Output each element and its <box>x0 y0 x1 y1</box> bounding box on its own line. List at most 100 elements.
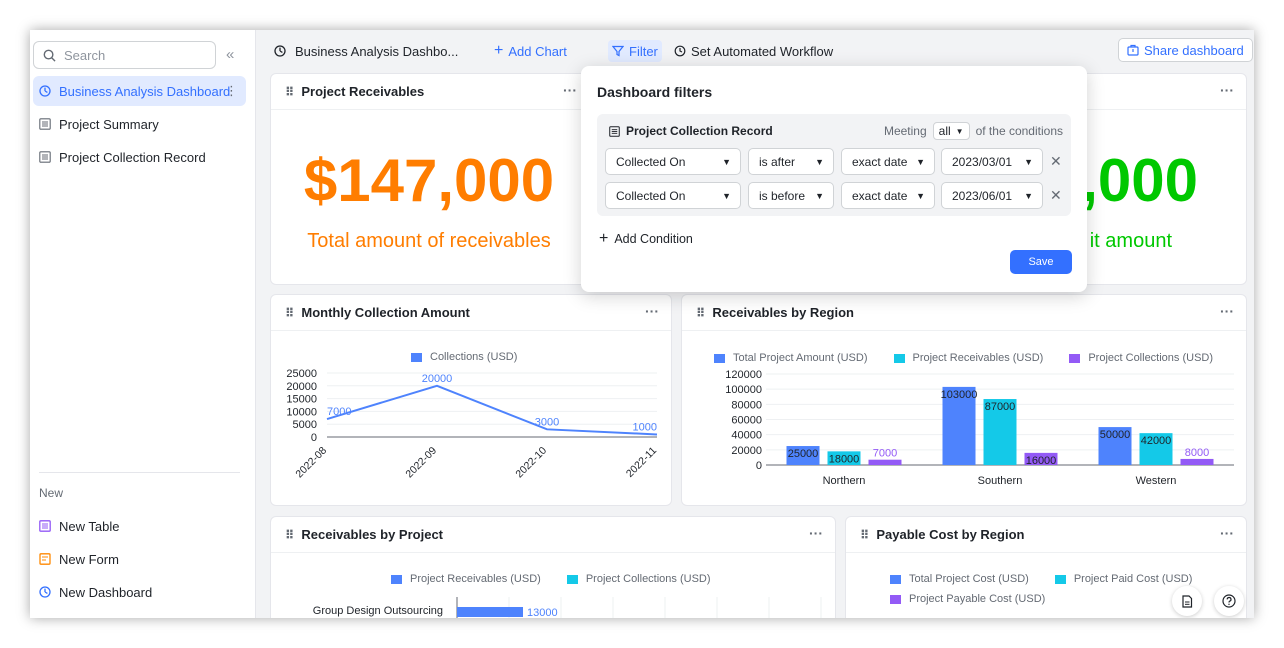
table-icon <box>609 125 620 137</box>
chevron-down-icon: ▼ <box>1024 190 1033 201</box>
card-header: ⠿ Payable Cost by Region <box>846 517 1246 553</box>
receivables-by-region-card[interactable]: ⠿ Receivables by Region ··· Total Projec… <box>681 294 1247 506</box>
more-options-icon[interactable]: ··· <box>1220 525 1234 541</box>
legend-item[interactable]: Project Payable Cost (USD) <box>890 593 1045 605</box>
collapse-sidebar-icon[interactable]: « <box>226 46 235 63</box>
new-dashboard-button[interactable]: New Dashboard <box>33 577 246 607</box>
add-chart-button[interactable]: + Add Chart <box>494 40 567 62</box>
legend-item[interactable]: Total Project Amount (USD) <box>714 352 868 364</box>
divider <box>39 472 240 473</box>
drag-handle-icon[interactable]: ⠿ <box>285 84 294 99</box>
more-options-icon[interactable]: ··· <box>563 82 577 98</box>
new-table-button[interactable]: New Table <box>33 511 246 541</box>
bar <box>1098 427 1132 465</box>
legend-item[interactable]: Project Receivables (USD) <box>391 573 541 585</box>
card-header: ⠿ Project Receivables <box>271 74 671 110</box>
add-chart-label: Add Chart <box>508 43 567 59</box>
app-window: Search « Business Analysis Dashboard ⋮ P… <box>30 30 1254 618</box>
legend-label: Project Collections (USD) <box>1088 352 1214 364</box>
document-icon[interactable] <box>1172 586 1202 616</box>
legend-swatch <box>890 574 901 584</box>
more-options-icon[interactable]: ··· <box>809 525 823 541</box>
filter-conditions-box: Project Collection Record Meeting all ▼ o… <box>597 114 1071 216</box>
legend-label: Project Paid Cost (USD) <box>1073 573 1193 585</box>
select-value: exact date <box>852 154 908 169</box>
collection-caption: it amount <box>1089 230 1172 252</box>
remove-condition-icon[interactable]: ✕ <box>1050 153 1062 169</box>
new-item-label: New Form <box>59 551 119 567</box>
monthly-collection-card[interactable]: ⠿ Monthly Collection Amount ··· Collecti… <box>270 294 672 506</box>
legend-item[interactable]: Project Paid Cost (USD) <box>1054 573 1193 585</box>
sidebar-item-label: Project Collection Record <box>59 149 206 165</box>
legend-item[interactable]: Collections (USD) <box>411 351 517 363</box>
sidebar-item-business-analysis-dashboard[interactable]: Business Analysis Dashboard ⋮ <box>33 76 246 106</box>
drag-handle-icon[interactable]: ⠿ <box>696 305 705 320</box>
condition-date-select[interactable]: 2023/03/01 ▼ <box>941 148 1043 175</box>
table-icon <box>39 118 51 130</box>
legend-item[interactable]: Project Collections (USD) <box>1069 352 1213 364</box>
select-value: 2023/06/01 <box>952 188 1013 203</box>
y-tick-label: 80000 <box>731 399 762 411</box>
condition-operator-select[interactable]: is after ▼ <box>748 148 834 175</box>
bar <box>457 607 523 617</box>
meeting-select[interactable]: all ▼ <box>932 122 970 140</box>
sidebar-item-label: Business Analysis Dashboard <box>59 83 231 99</box>
data-label: 87000 <box>985 401 1016 413</box>
dashboard-title: Business Analysis Dashbo... <box>274 40 458 62</box>
legend-item[interactable]: Total Project Cost (USD) <box>890 573 1029 585</box>
card-header: ⠿ Monthly Collection Amount <box>271 295 671 331</box>
toolbar: Business Analysis Dashbo... + Add Chart … <box>256 30 1254 70</box>
more-options-icon[interactable]: ⋮ <box>225 83 238 98</box>
legend-item[interactable]: Project Collections (USD) <box>566 573 711 585</box>
condition-date-mode-select[interactable]: exact date ▼ <box>841 182 935 209</box>
select-value: is after <box>759 154 796 169</box>
sidebar-item-project-collection-record[interactable]: Project Collection Record <box>33 142 246 172</box>
data-label: 7000 <box>327 406 351 418</box>
more-options-icon[interactable]: ··· <box>1220 82 1234 98</box>
condition-date-mode-select[interactable]: exact date ▼ <box>841 148 935 175</box>
y-tick-label: 0 <box>756 460 762 472</box>
workflow-label: Set Automated Workflow <box>691 43 834 59</box>
save-button[interactable]: Save <box>1010 250 1072 274</box>
drag-handle-icon[interactable]: ⠿ <box>860 527 869 542</box>
legend-swatch <box>391 574 402 584</box>
remove-condition-icon[interactable]: ✕ <box>1050 187 1062 203</box>
conditions-label: of the conditions <box>975 124 1063 138</box>
data-label: 13000 <box>527 607 558 618</box>
meeting-label: Meeting <box>883 124 927 138</box>
condition-operator-select[interactable]: is before ▼ <box>748 182 834 209</box>
more-options-icon[interactable]: ··· <box>645 303 659 319</box>
x-tick-label: 2022-08 <box>293 445 329 481</box>
search-placeholder: Search <box>64 47 106 63</box>
drag-handle-icon[interactable]: ⠿ <box>285 305 294 320</box>
help-icon[interactable] <box>1214 586 1244 616</box>
condition-field-select[interactable]: Collected On ▼ <box>605 148 741 175</box>
condition-date-select[interactable]: 2023/06/01 ▼ <box>941 182 1043 209</box>
more-options-icon[interactable]: ··· <box>1220 303 1234 319</box>
share-label: Share dashboard <box>1144 42 1244 58</box>
x-tick-label: 2022-11 <box>624 445 659 480</box>
x-tick-label: Western <box>1136 475 1177 487</box>
filter-button[interactable]: Filter <box>608 40 662 62</box>
chevron-down-icon: ▼ <box>955 126 964 136</box>
sidebar-item-project-summary[interactable]: Project Summary <box>33 109 246 139</box>
add-condition-label: Add Condition <box>614 232 693 246</box>
legend-swatch <box>1069 353 1081 363</box>
search-input[interactable]: Search <box>33 41 216 69</box>
drag-handle-icon[interactable]: ⠿ <box>285 527 294 542</box>
chevron-down-icon: ▼ <box>1024 156 1033 167</box>
filter-panel-title: Dashboard filters <box>597 84 713 100</box>
condition-field-select[interactable]: Collected On ▼ <box>605 182 741 209</box>
set-automated-workflow-button[interactable]: Set Automated Workflow <box>674 40 833 62</box>
share-dashboard-button[interactable]: Share dashboard <box>1118 38 1253 62</box>
legend-item[interactable]: Project Receivables (USD) <box>893 352 1043 364</box>
bar <box>942 386 976 465</box>
sidebar: Search « Business Analysis Dashboard ⋮ P… <box>30 30 256 618</box>
receivables-by-project-card[interactable]: ⠿ Receivables by Project ··· Project Rec… <box>270 516 836 618</box>
workflow-icon <box>674 45 686 57</box>
new-form-button[interactable]: New Form <box>33 544 246 574</box>
data-label: 50000 <box>1100 429 1131 441</box>
y-tick-label: Group Design Outsourcing <box>313 605 443 617</box>
add-condition-button[interactable]: + Add Condition <box>599 230 693 248</box>
legend-swatch <box>890 594 901 604</box>
